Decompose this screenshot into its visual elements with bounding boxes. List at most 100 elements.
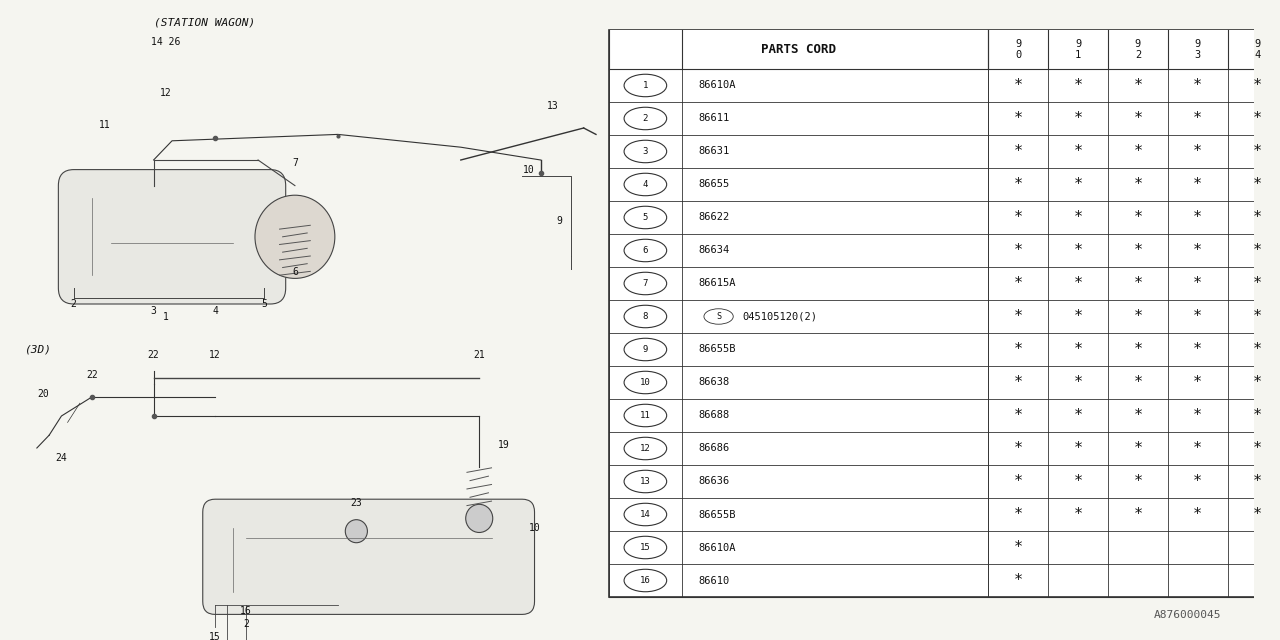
Text: A876000045: A876000045 <box>1153 610 1221 620</box>
Circle shape <box>625 437 667 460</box>
Text: *: * <box>1074 408 1083 423</box>
Text: 86655: 86655 <box>699 179 730 189</box>
Text: *: * <box>1074 375 1083 390</box>
Circle shape <box>625 569 667 592</box>
Text: *: * <box>1014 408 1023 423</box>
Text: *: * <box>1014 144 1023 159</box>
FancyBboxPatch shape <box>202 499 535 614</box>
Text: 16: 16 <box>640 576 650 585</box>
Text: 8: 8 <box>643 312 648 321</box>
Text: 9
0: 9 0 <box>1015 39 1021 60</box>
Text: *: * <box>1133 276 1143 291</box>
Circle shape <box>625 371 667 394</box>
Text: 12: 12 <box>160 88 172 98</box>
Text: *: * <box>1014 540 1023 555</box>
Text: 7: 7 <box>643 279 648 288</box>
Text: 6: 6 <box>643 246 648 255</box>
Text: *: * <box>1193 474 1202 489</box>
Text: *: * <box>1014 474 1023 489</box>
Text: *: * <box>1074 177 1083 192</box>
Text: *: * <box>1074 78 1083 93</box>
Text: *: * <box>1193 276 1202 291</box>
Text: *: * <box>1253 474 1262 489</box>
Text: 86655B: 86655B <box>699 509 736 520</box>
Text: *: * <box>1014 375 1023 390</box>
Text: *: * <box>1014 276 1023 291</box>
Circle shape <box>625 173 667 196</box>
Text: *: * <box>1074 276 1083 291</box>
Text: 11: 11 <box>99 120 110 130</box>
Text: 15: 15 <box>640 543 650 552</box>
Text: *: * <box>1014 573 1023 588</box>
Text: *: * <box>1014 441 1023 456</box>
Text: 21: 21 <box>474 350 485 360</box>
Circle shape <box>625 239 667 262</box>
Text: 7: 7 <box>292 158 298 168</box>
Text: *: * <box>1193 342 1202 357</box>
Text: *: * <box>1133 309 1143 324</box>
Text: 9
1: 9 1 <box>1075 39 1082 60</box>
Circle shape <box>625 404 667 427</box>
Text: 9: 9 <box>557 216 562 226</box>
Text: *: * <box>1074 342 1083 357</box>
Text: 19: 19 <box>498 440 509 450</box>
Text: *: * <box>1253 375 1262 390</box>
Text: *: * <box>1133 507 1143 522</box>
Text: *: * <box>1074 111 1083 126</box>
Text: 22: 22 <box>86 370 99 380</box>
Text: 9
2: 9 2 <box>1135 39 1140 60</box>
Text: 10: 10 <box>640 378 650 387</box>
Text: *: * <box>1253 408 1262 423</box>
Text: *: * <box>1253 507 1262 522</box>
Circle shape <box>625 140 667 163</box>
Text: *: * <box>1074 144 1083 159</box>
Text: *: * <box>1133 375 1143 390</box>
Text: 12: 12 <box>209 350 221 360</box>
Text: *: * <box>1133 474 1143 489</box>
Text: 86622: 86622 <box>699 212 730 223</box>
Bar <box>609 30 1280 69</box>
Text: *: * <box>1074 309 1083 324</box>
Text: *: * <box>1193 177 1202 192</box>
Text: 22: 22 <box>147 350 160 360</box>
Circle shape <box>466 504 493 532</box>
Text: PARTS CORD: PARTS CORD <box>762 43 836 56</box>
Circle shape <box>704 308 733 324</box>
Text: *: * <box>1014 507 1023 522</box>
Text: 4: 4 <box>212 306 218 316</box>
Text: *: * <box>1014 111 1023 126</box>
Text: *: * <box>1253 78 1262 93</box>
Text: 1: 1 <box>643 81 648 90</box>
Text: *: * <box>1014 309 1023 324</box>
Text: *: * <box>1133 210 1143 225</box>
Circle shape <box>625 272 667 295</box>
Text: 4: 4 <box>643 180 648 189</box>
Text: 11: 11 <box>640 411 650 420</box>
Text: 86610A: 86610A <box>699 81 736 90</box>
Text: *: * <box>1193 111 1202 126</box>
Text: 86615A: 86615A <box>699 278 736 289</box>
Text: 14: 14 <box>640 510 650 519</box>
Text: *: * <box>1193 309 1202 324</box>
Text: *: * <box>1074 441 1083 456</box>
Text: 16: 16 <box>239 607 252 616</box>
Text: *: * <box>1193 408 1202 423</box>
Text: 86610: 86610 <box>699 575 730 586</box>
Text: 13: 13 <box>640 477 650 486</box>
Text: *: * <box>1014 243 1023 258</box>
Text: 3: 3 <box>151 306 156 316</box>
Text: 86688: 86688 <box>699 410 730 420</box>
Text: 3: 3 <box>643 147 648 156</box>
Text: *: * <box>1253 243 1262 258</box>
Text: *: * <box>1253 210 1262 225</box>
Text: 1: 1 <box>163 312 169 322</box>
Text: *: * <box>1074 474 1083 489</box>
Text: *: * <box>1074 243 1083 258</box>
Text: *: * <box>1074 507 1083 522</box>
Text: *: * <box>1133 177 1143 192</box>
Text: *: * <box>1133 408 1143 423</box>
Text: *: * <box>1193 441 1202 456</box>
Text: 86634: 86634 <box>699 246 730 255</box>
Text: *: * <box>1193 144 1202 159</box>
Text: 15: 15 <box>209 632 221 640</box>
